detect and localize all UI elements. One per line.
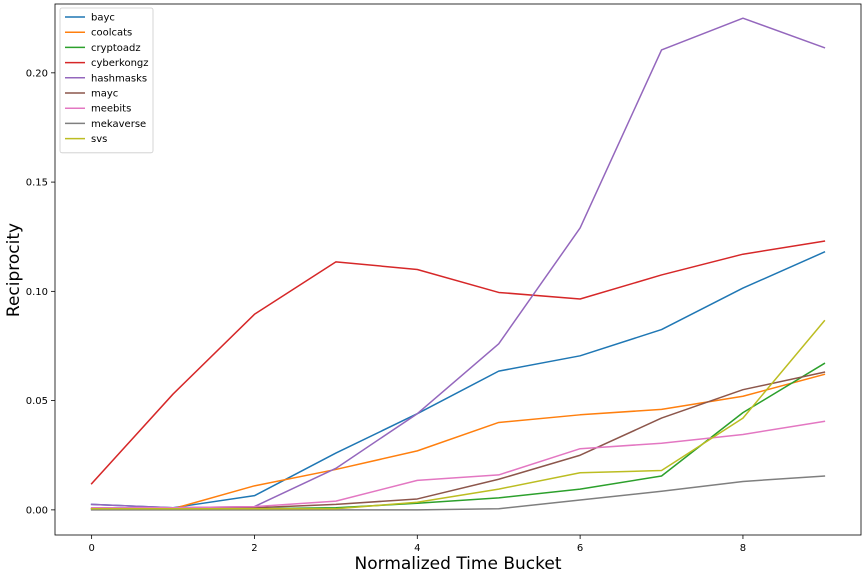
- y-axis: 0.00 0.05 0.10 0.15 0.20: [26, 68, 55, 516]
- y-tick-label: 0.20: [26, 68, 48, 79]
- x-tick-label: 6: [577, 543, 583, 554]
- plot-area: [55, 4, 861, 535]
- x-axis: 0 2 4 6 8: [88, 535, 746, 554]
- series-layer: [90, 17, 826, 511]
- legend-label-mayc: mayc: [91, 89, 118, 100]
- legend-label-hashmasks: hashmasks: [91, 73, 147, 84]
- y-tick-label: 0.00: [26, 505, 48, 516]
- y-axis-label: Reciprocity: [4, 223, 24, 317]
- legend-label-cryptoadz: cryptoadz: [91, 43, 141, 54]
- x-tick-label: 0: [88, 543, 94, 554]
- legend-label-mekaverse: mekaverse: [91, 119, 146, 130]
- legend-label-bayc: bayc: [91, 13, 115, 24]
- y-tick-label: 0.10: [26, 287, 48, 298]
- x-axis-label: Normalized Time Bucket: [355, 554, 562, 574]
- legend-label-coolcats: coolcats: [91, 28, 132, 39]
- legend: bayc coolcats cryptoadz cyberkongz hashmasks…: [59, 7, 154, 154]
- series-line-cyberkongz: [90, 240, 826, 485]
- series-line-coolcats: [90, 373, 826, 510]
- x-tick-label: 4: [414, 543, 420, 554]
- legend-label-cyberkongz: cyberkongz: [91, 58, 149, 69]
- x-tick-label: 2: [251, 543, 257, 554]
- series-line-svs: [90, 319, 826, 510]
- series-line-mekaverse: [90, 475, 826, 511]
- legend-label-meebits: meebits: [91, 104, 131, 115]
- plot-frame: [54, 3, 862, 536]
- series-line-meebits: [90, 420, 826, 509]
- y-tick-label: 0.05: [26, 396, 48, 407]
- legend-label-svs: svs: [91, 134, 107, 145]
- x-tick-label: 8: [740, 543, 746, 554]
- series-line-bayc: [90, 251, 826, 509]
- y-tick-label: 0.15: [26, 178, 48, 189]
- legend-box: [59, 7, 154, 154]
